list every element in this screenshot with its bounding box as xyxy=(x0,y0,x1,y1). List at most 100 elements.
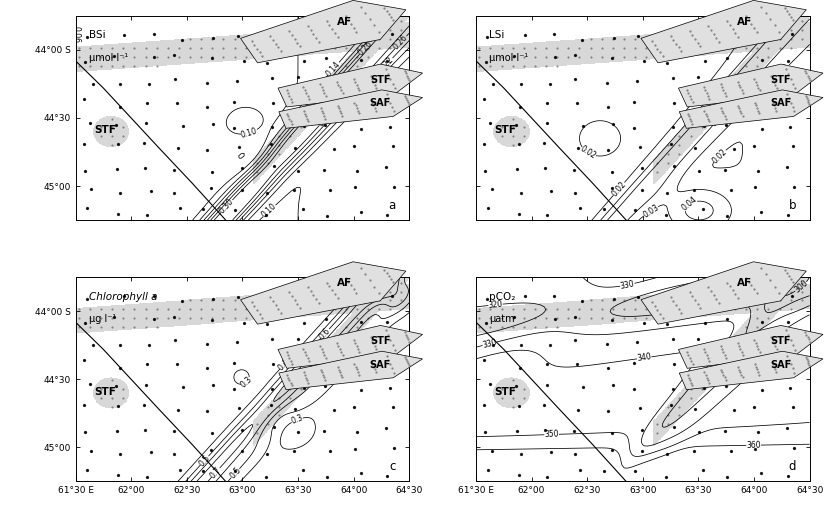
Point xyxy=(781,211,795,219)
Point xyxy=(267,423,280,431)
Point xyxy=(291,334,305,343)
Point xyxy=(112,471,125,479)
Point xyxy=(206,34,220,42)
Point xyxy=(107,313,121,321)
Point xyxy=(201,407,214,415)
Point xyxy=(169,336,182,344)
Point xyxy=(174,204,187,213)
Point xyxy=(548,30,561,39)
Point xyxy=(539,164,552,172)
Point xyxy=(80,33,93,42)
Point xyxy=(574,204,587,213)
Point xyxy=(206,381,220,389)
Point xyxy=(482,466,495,474)
Point xyxy=(479,58,492,66)
Point xyxy=(291,428,305,436)
Point xyxy=(206,429,219,437)
Point xyxy=(687,447,701,455)
Point xyxy=(720,315,733,323)
Point xyxy=(348,444,362,453)
Point xyxy=(144,186,158,195)
Point xyxy=(540,380,554,389)
Text: 0.02: 0.02 xyxy=(711,147,728,165)
Point xyxy=(787,76,800,84)
Text: 0.30: 0.30 xyxy=(316,110,334,129)
Text: 0.6: 0.6 xyxy=(318,326,332,341)
Point xyxy=(628,359,641,368)
Point xyxy=(725,336,738,345)
Point xyxy=(292,296,305,305)
Point xyxy=(754,207,768,216)
Point xyxy=(668,423,681,431)
Point xyxy=(568,450,581,458)
Point xyxy=(351,428,364,436)
Point xyxy=(484,119,498,127)
Text: μg l⁻¹: μg l⁻¹ xyxy=(89,314,116,324)
Point xyxy=(748,142,761,150)
Point xyxy=(722,32,735,41)
Point xyxy=(321,294,335,302)
Point xyxy=(545,186,558,195)
Point xyxy=(113,341,127,350)
Point xyxy=(513,189,527,197)
Polygon shape xyxy=(680,351,823,390)
Text: 0.22: 0.22 xyxy=(378,55,396,74)
Point xyxy=(513,80,527,88)
Point xyxy=(320,473,333,481)
Text: AF: AF xyxy=(336,278,352,288)
Point xyxy=(485,446,498,455)
Point xyxy=(632,31,645,40)
Point xyxy=(698,122,711,131)
Point xyxy=(788,444,801,453)
Point xyxy=(175,297,189,306)
Point xyxy=(788,183,801,191)
Point xyxy=(140,472,154,481)
Point xyxy=(288,405,301,414)
Point xyxy=(113,80,127,88)
Point xyxy=(569,336,582,344)
Point xyxy=(109,382,122,390)
Point xyxy=(601,407,614,415)
Text: STF: STF xyxy=(494,125,516,135)
Point xyxy=(148,53,161,61)
Point xyxy=(758,37,771,45)
Point xyxy=(227,385,241,394)
Point xyxy=(721,212,734,220)
Point xyxy=(77,95,91,103)
Point xyxy=(605,184,618,193)
Point xyxy=(321,32,335,41)
Point xyxy=(227,359,241,368)
Point xyxy=(636,446,649,455)
Point xyxy=(538,400,551,409)
Point xyxy=(721,473,734,481)
Text: 300: 300 xyxy=(793,279,810,295)
Point xyxy=(378,96,391,104)
Point xyxy=(477,95,491,103)
Point xyxy=(543,341,556,349)
Point xyxy=(137,139,150,148)
Point xyxy=(512,209,525,218)
Point xyxy=(693,35,706,43)
Point xyxy=(689,405,702,414)
Point xyxy=(638,318,651,327)
Point xyxy=(227,124,241,132)
Point xyxy=(140,98,154,107)
Point xyxy=(79,319,92,327)
Point xyxy=(751,167,764,175)
Point xyxy=(689,144,702,152)
Point xyxy=(113,450,127,459)
Point xyxy=(724,447,737,455)
Point xyxy=(601,78,614,87)
Point xyxy=(206,120,220,128)
Text: 0.26: 0.26 xyxy=(392,33,409,52)
Polygon shape xyxy=(278,325,423,368)
Point xyxy=(143,79,156,88)
Point xyxy=(117,292,131,300)
Point xyxy=(784,123,797,131)
Point xyxy=(328,101,341,110)
Point xyxy=(666,385,680,393)
Point xyxy=(510,165,524,174)
Text: AF: AF xyxy=(737,278,753,288)
Point xyxy=(477,139,491,148)
Point xyxy=(513,103,527,111)
